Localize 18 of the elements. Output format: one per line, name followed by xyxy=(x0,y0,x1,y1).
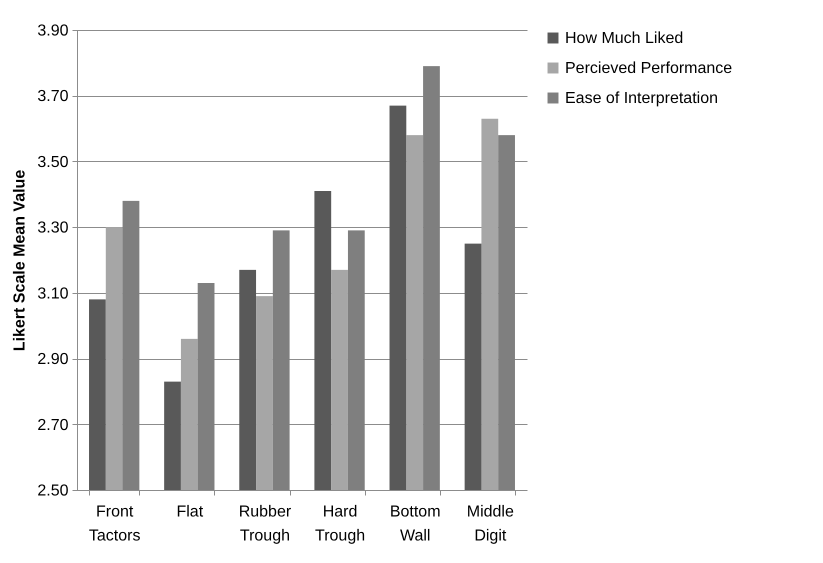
y-tick-label: 3.90 xyxy=(37,22,69,40)
y-tick-label: 2.70 xyxy=(37,416,69,434)
y-tick-label: 3.10 xyxy=(37,285,69,302)
y-tick-label: 2.50 xyxy=(37,482,69,500)
x-tick-label: Front Tactors xyxy=(88,504,140,544)
x-tick-label: Bottom Wall xyxy=(390,504,441,544)
legend-label: How Much Liked xyxy=(565,30,684,47)
x-tick-label: Rubber Trough xyxy=(238,504,292,544)
y-tick-label: 2.90 xyxy=(37,351,69,368)
y-axis-title: Likert Scale Mean Value xyxy=(11,170,28,352)
y-tick-label: 3.30 xyxy=(37,220,69,237)
legend-label: Ease of Interpretation xyxy=(565,90,718,107)
x-tick-label: Hard Trough xyxy=(315,504,366,544)
y-tick-label: 3.50 xyxy=(37,154,69,171)
legend-label: Percieved Performance xyxy=(565,60,732,77)
y-tick-label: 3.70 xyxy=(37,88,69,106)
x-tick-label: Middle Digit xyxy=(466,504,514,544)
x-tick-label: Flat xyxy=(176,504,204,520)
